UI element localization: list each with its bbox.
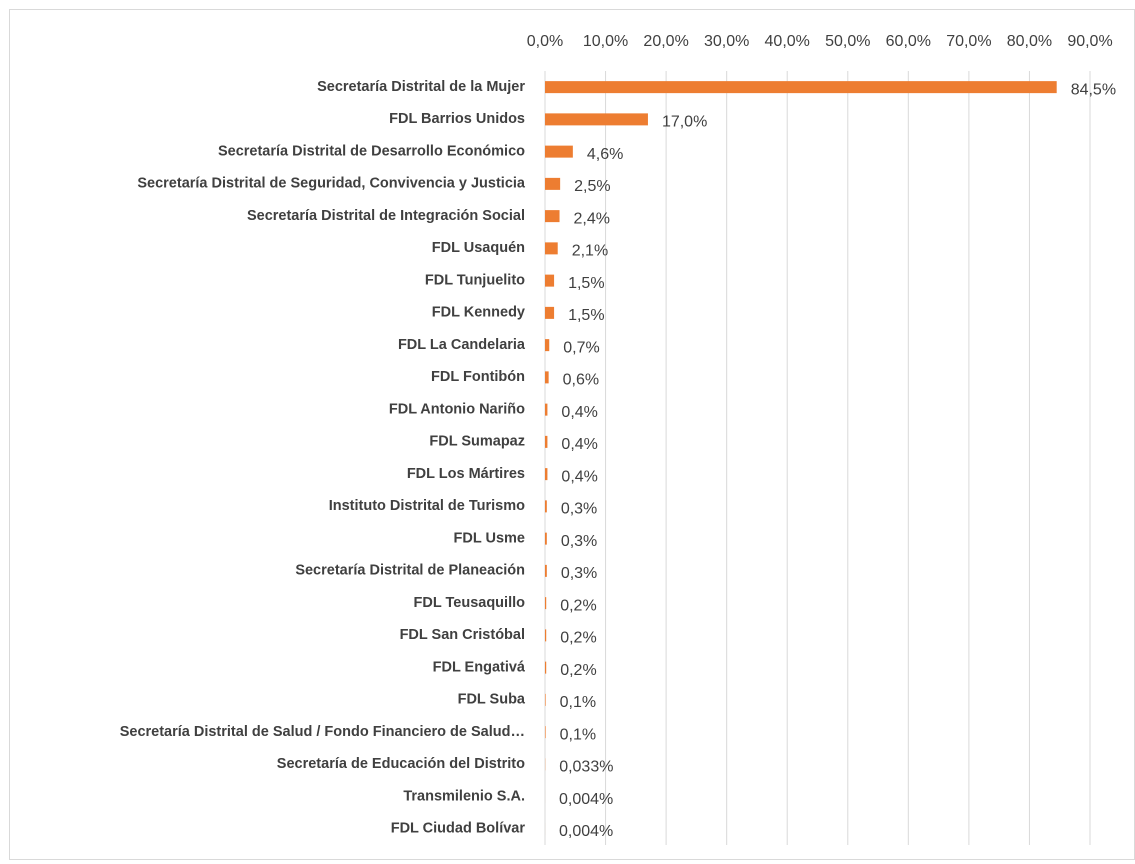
x-tick-label: 0,0% bbox=[527, 33, 563, 50]
category-label: FDL Fontibón bbox=[431, 369, 525, 385]
bar bbox=[545, 468, 548, 481]
category-label: FDL Los Mártires bbox=[407, 466, 525, 482]
category-label: Secretaría de Educación del Distrito bbox=[277, 756, 525, 772]
bar bbox=[545, 726, 546, 739]
category-label: Secretaría Distrital de Planeación bbox=[295, 563, 525, 579]
value-label: 1,5% bbox=[568, 275, 604, 292]
x-tick-label: 60,0% bbox=[886, 33, 931, 50]
value-label: 0,2% bbox=[560, 630, 596, 647]
category-label: FDL Engativá bbox=[433, 659, 526, 675]
bar bbox=[545, 403, 548, 416]
category-label: FDL Kennedy bbox=[432, 305, 525, 321]
category-label: FDL Tunjuelito bbox=[425, 272, 525, 288]
value-label: 2,5% bbox=[574, 178, 610, 195]
bar bbox=[545, 564, 547, 577]
x-tick-label: 30,0% bbox=[704, 33, 749, 50]
bar bbox=[545, 81, 1057, 94]
value-label: 2,4% bbox=[574, 210, 610, 227]
value-label: 0,1% bbox=[560, 726, 596, 743]
bar bbox=[545, 274, 555, 287]
category-label: FDL Antonio Nariño bbox=[389, 401, 525, 417]
category-label: FDL Ciudad Bolívar bbox=[391, 821, 526, 837]
value-label: 4,6% bbox=[587, 146, 623, 163]
category-label: FDL Sumapaz bbox=[429, 434, 525, 450]
value-label: 0,033% bbox=[559, 759, 613, 776]
x-tick-label: 20,0% bbox=[643, 33, 688, 50]
bar bbox=[545, 500, 547, 513]
value-label: 0,4% bbox=[561, 404, 597, 421]
value-label: 0,4% bbox=[561, 436, 597, 453]
category-label: FDL La Candelaria bbox=[398, 337, 526, 353]
bar bbox=[545, 177, 561, 190]
category-label: Transmilenio S.A. bbox=[403, 788, 525, 804]
bar bbox=[545, 597, 547, 610]
value-label: 0,3% bbox=[561, 565, 597, 582]
bar bbox=[545, 532, 547, 545]
value-label: 17,0% bbox=[662, 114, 707, 131]
value-label: 0,7% bbox=[563, 339, 599, 356]
category-label: Secretaría Distrital de Integración Soci… bbox=[247, 208, 525, 224]
category-label: Secretaría Distrital de Salud / Fondo Fi… bbox=[120, 724, 525, 740]
category-label: FDL Teusaquillo bbox=[414, 595, 526, 611]
bar bbox=[545, 210, 560, 223]
x-tick-label: 10,0% bbox=[583, 33, 628, 50]
bar bbox=[545, 242, 558, 255]
value-label: 0,6% bbox=[563, 372, 599, 389]
bar bbox=[545, 145, 573, 158]
category-label: Secretaría Distrital de Desarrollo Econó… bbox=[218, 143, 525, 159]
category-label: FDL Usme bbox=[454, 530, 525, 546]
value-label: 0,2% bbox=[560, 662, 596, 679]
category-label: FDL San Cristóbal bbox=[400, 627, 525, 643]
x-tick-label: 50,0% bbox=[825, 33, 870, 50]
x-tick-label: 40,0% bbox=[765, 33, 810, 50]
value-label: 0,004% bbox=[559, 791, 613, 808]
value-label: 0,3% bbox=[561, 501, 597, 518]
value-label: 0,4% bbox=[561, 468, 597, 485]
value-label: 0,004% bbox=[559, 823, 613, 840]
value-label: 0,3% bbox=[561, 533, 597, 550]
bar bbox=[545, 113, 648, 126]
value-label: 84,5% bbox=[1071, 81, 1116, 98]
value-label: 1,5% bbox=[568, 307, 604, 324]
bar bbox=[545, 435, 548, 448]
category-label: Secretaría Distrital de la Mujer bbox=[317, 79, 525, 95]
value-label: 0,2% bbox=[560, 597, 596, 614]
category-label: FDL Usaquén bbox=[432, 240, 525, 256]
category-label: Instituto Distrital de Turismo bbox=[329, 498, 525, 514]
bar bbox=[545, 661, 547, 674]
x-tick-label: 80,0% bbox=[1007, 33, 1052, 50]
bar bbox=[545, 371, 549, 384]
bar bbox=[545, 629, 547, 642]
value-label: 0,1% bbox=[560, 694, 596, 711]
category-label: FDL Barrios Unidos bbox=[389, 111, 525, 127]
bar bbox=[545, 693, 546, 706]
bar bbox=[545, 339, 550, 352]
value-label: 2,1% bbox=[572, 243, 608, 260]
x-tick-label: 70,0% bbox=[946, 33, 991, 50]
bar bbox=[545, 306, 555, 319]
x-tick-label: 90,0% bbox=[1067, 33, 1112, 50]
category-label: FDL Suba bbox=[458, 692, 526, 708]
category-label: Secretaría Distrital de Seguridad, Convi… bbox=[137, 176, 526, 192]
